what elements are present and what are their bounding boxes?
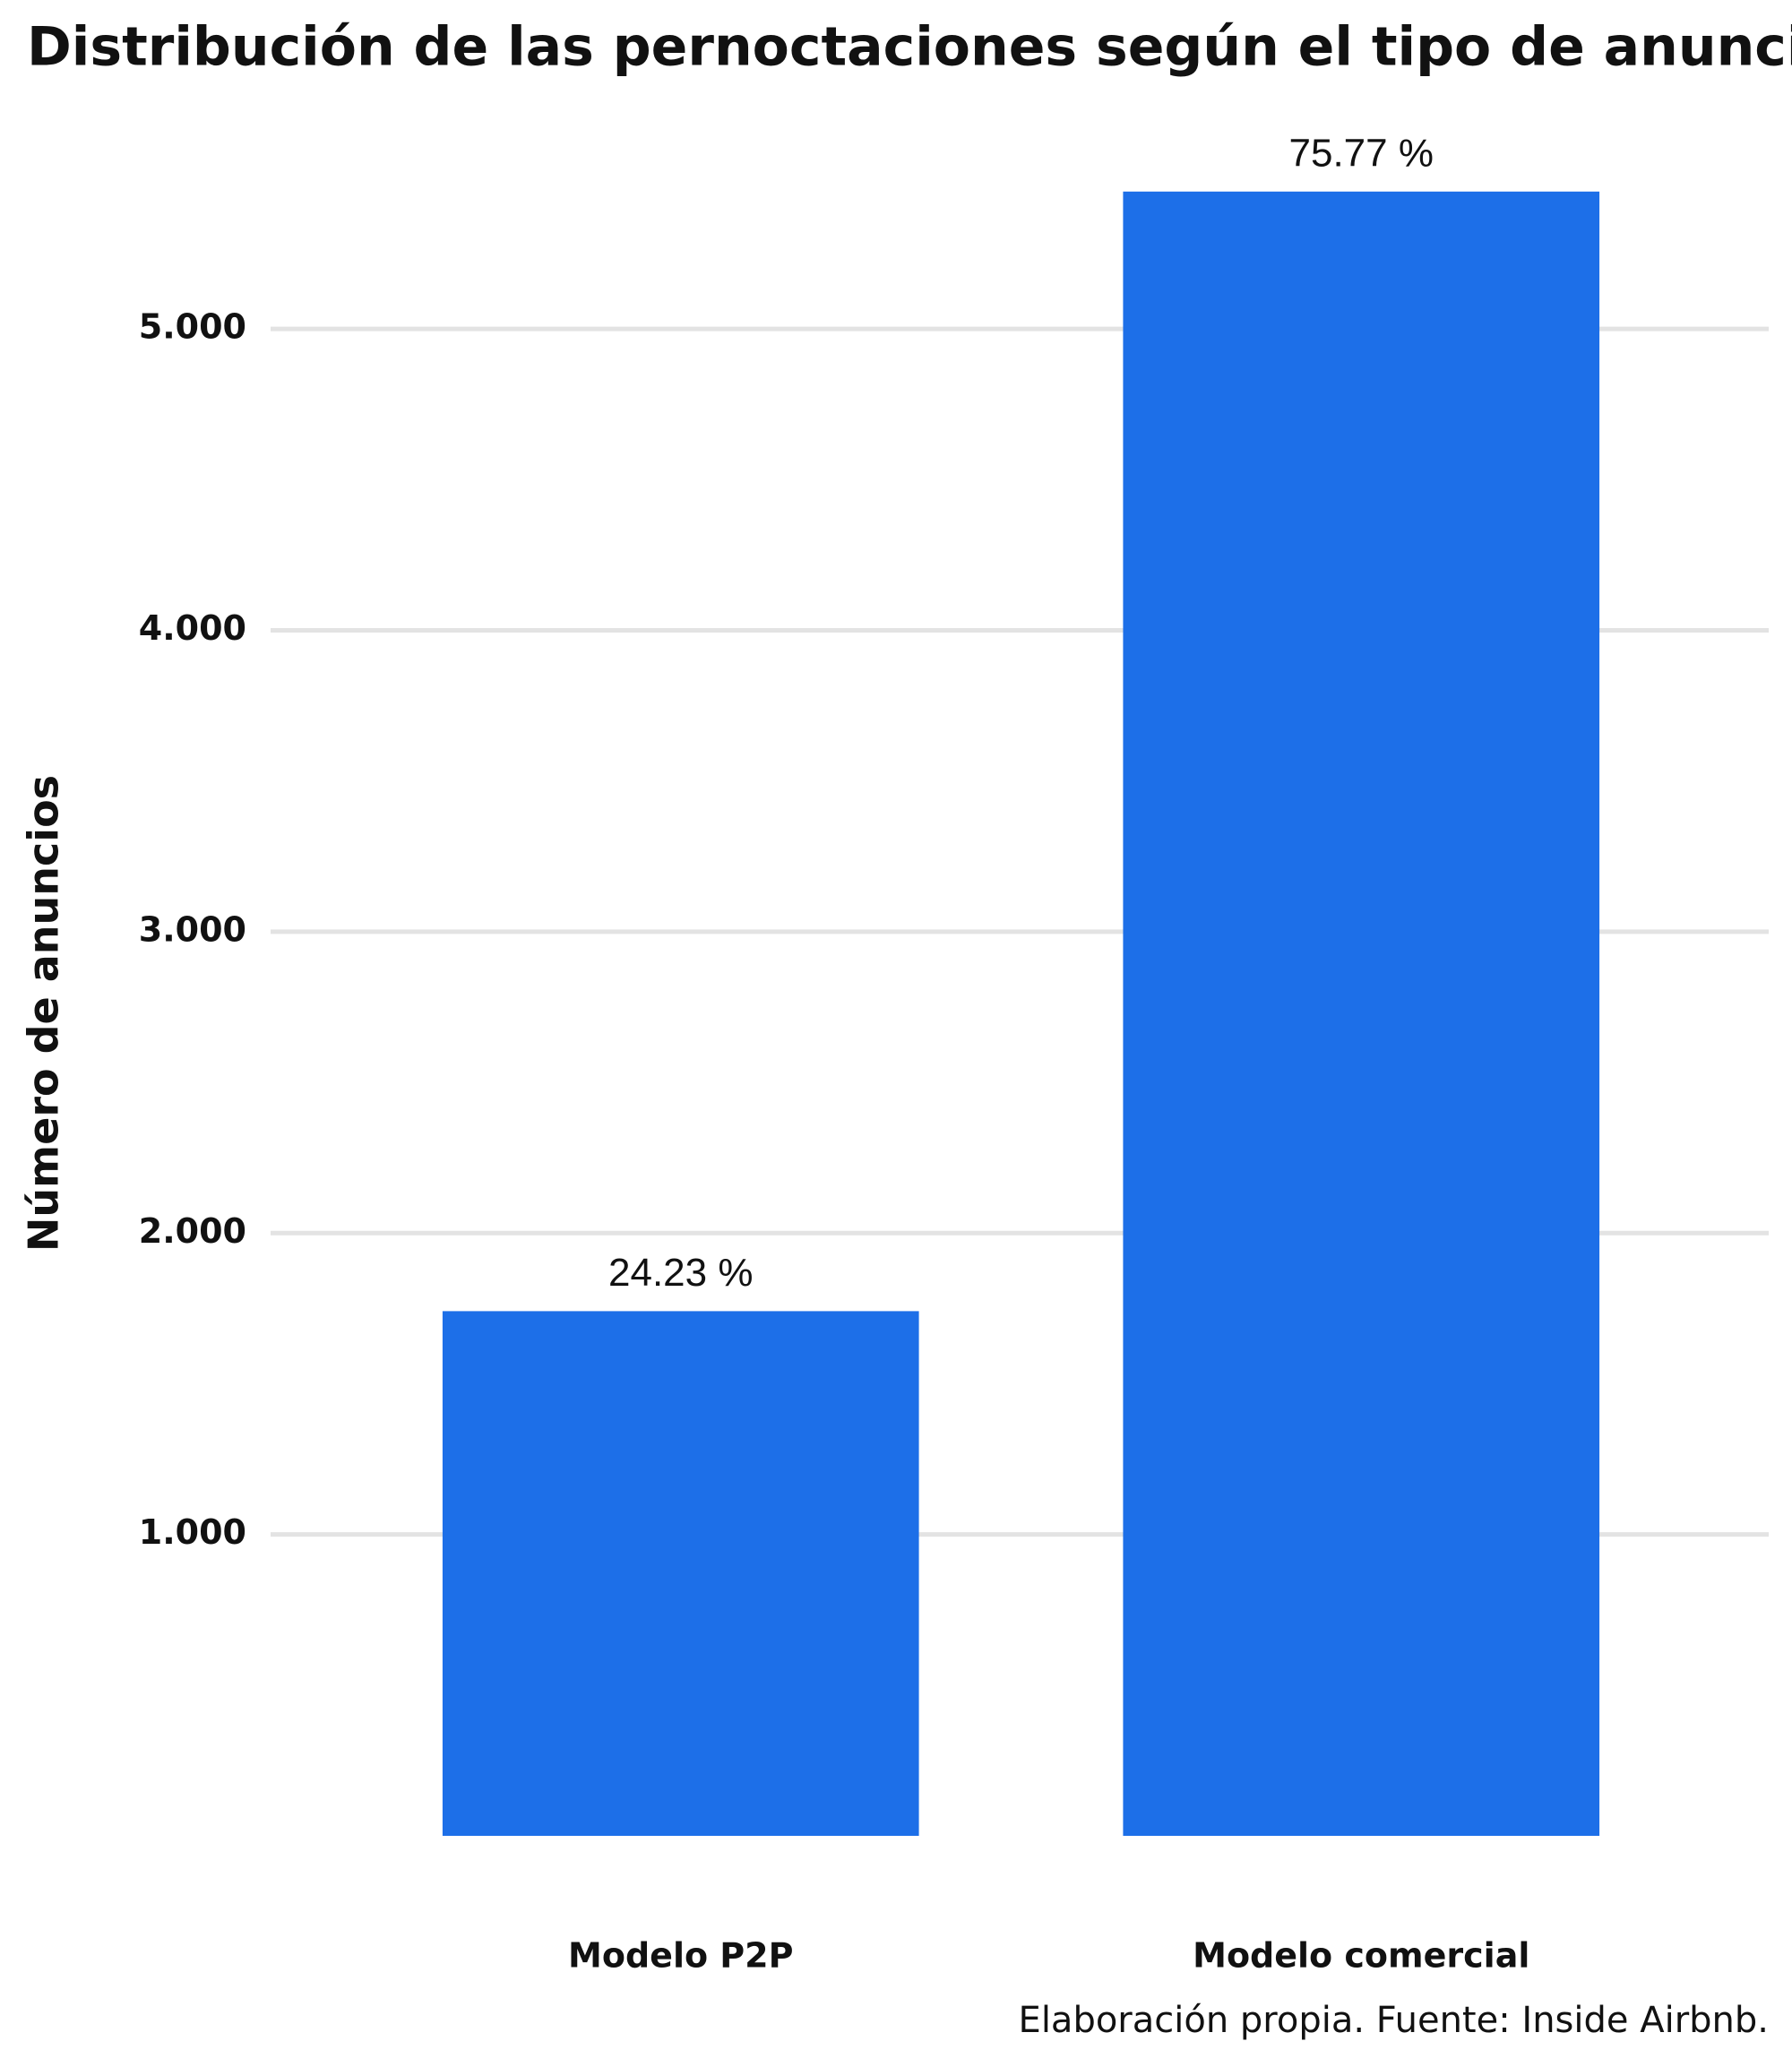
- y-axis-label: Número de anuncios: [20, 775, 68, 1252]
- share-label: 24.23 %: [608, 1251, 753, 1295]
- x-tick-label: Modelo comercial: [1193, 1936, 1529, 1976]
- y-tick-label: 1.000: [139, 1512, 246, 1552]
- y-tick-label: 2.000: [139, 1211, 246, 1251]
- chart-title: Distribución de las pernoctaciones según…: [27, 16, 1792, 79]
- bar: [442, 1311, 919, 1836]
- bar: [1123, 191, 1600, 1836]
- source-note: Elaboración propia. Fuente: Inside Airbn…: [1019, 2000, 1769, 2041]
- x-tick-label: Modelo P2P: [568, 1936, 793, 1976]
- y-tick-label: 4.000: [139, 608, 246, 648]
- share-label: 75.77 %: [1289, 131, 1434, 175]
- y-tick-label: 3.000: [139, 909, 246, 949]
- y-tick-label: 5.000: [139, 307, 246, 347]
